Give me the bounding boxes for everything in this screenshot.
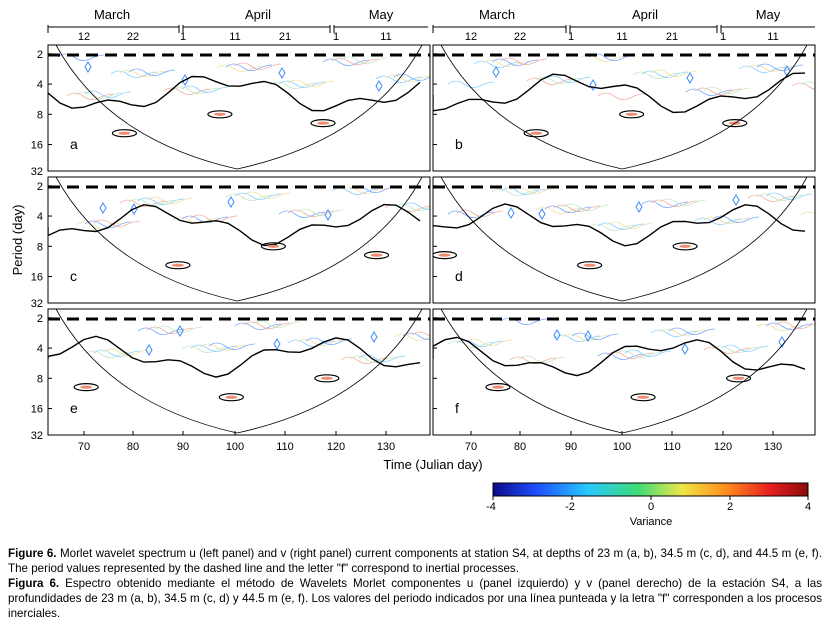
panel-letter-e: e xyxy=(70,400,78,416)
y-tick-32: 32 xyxy=(31,430,43,442)
day-tick-11-right: 11 xyxy=(616,31,627,43)
x-tick-110-left: 110 xyxy=(276,441,294,453)
x-axis-label: Time (Julian day) xyxy=(383,457,482,472)
y-tick-8: 8 xyxy=(37,373,43,385)
month-header-left: March April May 12 22 1 11 21 1 11 xyxy=(47,7,428,43)
month-label-april-left: April xyxy=(245,7,271,22)
caption-english: Figure 6. Morlet wavelet spectrum u (lef… xyxy=(8,546,822,576)
y-tick-2: 2 xyxy=(37,313,43,325)
day-tick-11b-right: 11 xyxy=(767,31,778,43)
y-tick-16: 16 xyxy=(31,404,43,416)
x-tick-90-right: 90 xyxy=(565,441,577,453)
y-tick-8: 8 xyxy=(37,109,43,121)
panel-letter-f: f xyxy=(455,400,459,416)
figure-caption: Figure 6. Morlet wavelet spectrum u (lef… xyxy=(8,546,822,621)
colorbar-tick-neg2: -2 xyxy=(565,501,575,513)
panels-group: a 2 4 8 16 32 b c 2 4 8 16 32 d e 2 4 8 16 32 f xyxy=(31,44,816,442)
panel-letter-d: d xyxy=(455,268,463,284)
panel-letter-a: a xyxy=(70,136,78,152)
day-tick-1b-left: 1 xyxy=(333,31,339,43)
x-tick-110-right: 110 xyxy=(663,441,681,453)
caption-en-text: Morlet wavelet spectrum u (left panel) a… xyxy=(8,547,822,575)
x-tick-70-left: 70 xyxy=(78,441,90,453)
panel-d: d xyxy=(432,176,816,304)
colorbar-tick-4: 4 xyxy=(805,501,811,513)
caption-en-label: Figure 6. xyxy=(8,547,57,560)
colorbar-label: Variance xyxy=(630,516,673,528)
x-tick-100-right: 100 xyxy=(613,441,631,453)
x-tick-130-left: 130 xyxy=(377,441,395,453)
x-tick-70-right: 70 xyxy=(465,441,477,453)
day-tick-11b-left: 11 xyxy=(380,31,391,43)
colorbar-tick-neg4: -4 xyxy=(486,501,496,513)
x-tick-80-left: 80 xyxy=(127,441,139,453)
colorbar-tick-0: 0 xyxy=(648,501,654,513)
day-tick-1-right: 1 xyxy=(568,31,574,43)
x-tick-120-left: 120 xyxy=(327,441,345,453)
y-tick-32: 32 xyxy=(31,166,43,178)
x-tick-130-right: 130 xyxy=(764,441,782,453)
day-tick-1b-right: 1 xyxy=(720,31,726,43)
x-tick-80-right: 80 xyxy=(514,441,526,453)
month-label-april-right: April xyxy=(632,7,658,22)
day-tick-21-right: 21 xyxy=(666,31,678,43)
month-label-may-left: May xyxy=(369,7,394,22)
y-tick-4: 4 xyxy=(37,211,43,223)
y-tick-2: 2 xyxy=(37,181,43,193)
y-tick-4: 4 xyxy=(37,79,43,91)
panel-letter-b: b xyxy=(455,136,463,152)
x-tick-120-right: 120 xyxy=(714,441,732,453)
day-tick-12-left: 12 xyxy=(78,31,90,43)
day-tick-11-left: 11 xyxy=(229,31,240,43)
x-tick-90-left: 90 xyxy=(177,441,189,453)
caption-spanish: Figura 6. Espectro obtenido mediante el … xyxy=(8,576,822,621)
caption-es-label: Figura 6. xyxy=(8,577,60,590)
month-label-march-left: March xyxy=(94,7,130,22)
colorbar-gradient xyxy=(492,482,809,497)
colorbar: -4 -2 0 2 4 Variance xyxy=(486,482,811,528)
y-tick-16: 16 xyxy=(31,272,43,284)
day-tick-21-left: 21 xyxy=(279,31,291,43)
day-tick-12-right: 12 xyxy=(465,31,477,43)
y-tick-16: 16 xyxy=(31,140,43,152)
panel-letter-c: c xyxy=(70,268,77,284)
day-tick-22-right: 22 xyxy=(514,31,526,43)
x-tick-100-left: 100 xyxy=(226,441,244,453)
y-axis-label: Period (day) xyxy=(10,205,25,276)
y-tick-4: 4 xyxy=(37,343,43,355)
y-tick-8: 8 xyxy=(37,241,43,253)
month-label-march-right: March xyxy=(479,7,515,22)
panel-c: c 2 4 8 16 32 xyxy=(31,176,431,310)
panel-f: f xyxy=(432,308,816,436)
day-tick-22-left: 22 xyxy=(127,31,139,43)
month-header-right: March April May 12 22 1 11 21 1 11 xyxy=(432,7,815,43)
panel-b: b xyxy=(432,44,816,172)
x-axis-ticks: 70 70 80 80 90 90 100 100 110 110 120 120 130 130 xyxy=(78,431,782,453)
panel-a: a 2 4 8 16 32 xyxy=(31,44,431,178)
y-tick-32: 32 xyxy=(31,298,43,310)
y-tick-2: 2 xyxy=(37,49,43,61)
month-label-may-right: May xyxy=(756,7,781,22)
colorbar-tick-2: 2 xyxy=(727,501,733,513)
panel-e: e 2 4 8 16 32 xyxy=(31,308,431,442)
day-tick-1-left: 1 xyxy=(180,31,186,43)
caption-es-text: Espectro obtenido mediante el método de … xyxy=(8,577,822,620)
